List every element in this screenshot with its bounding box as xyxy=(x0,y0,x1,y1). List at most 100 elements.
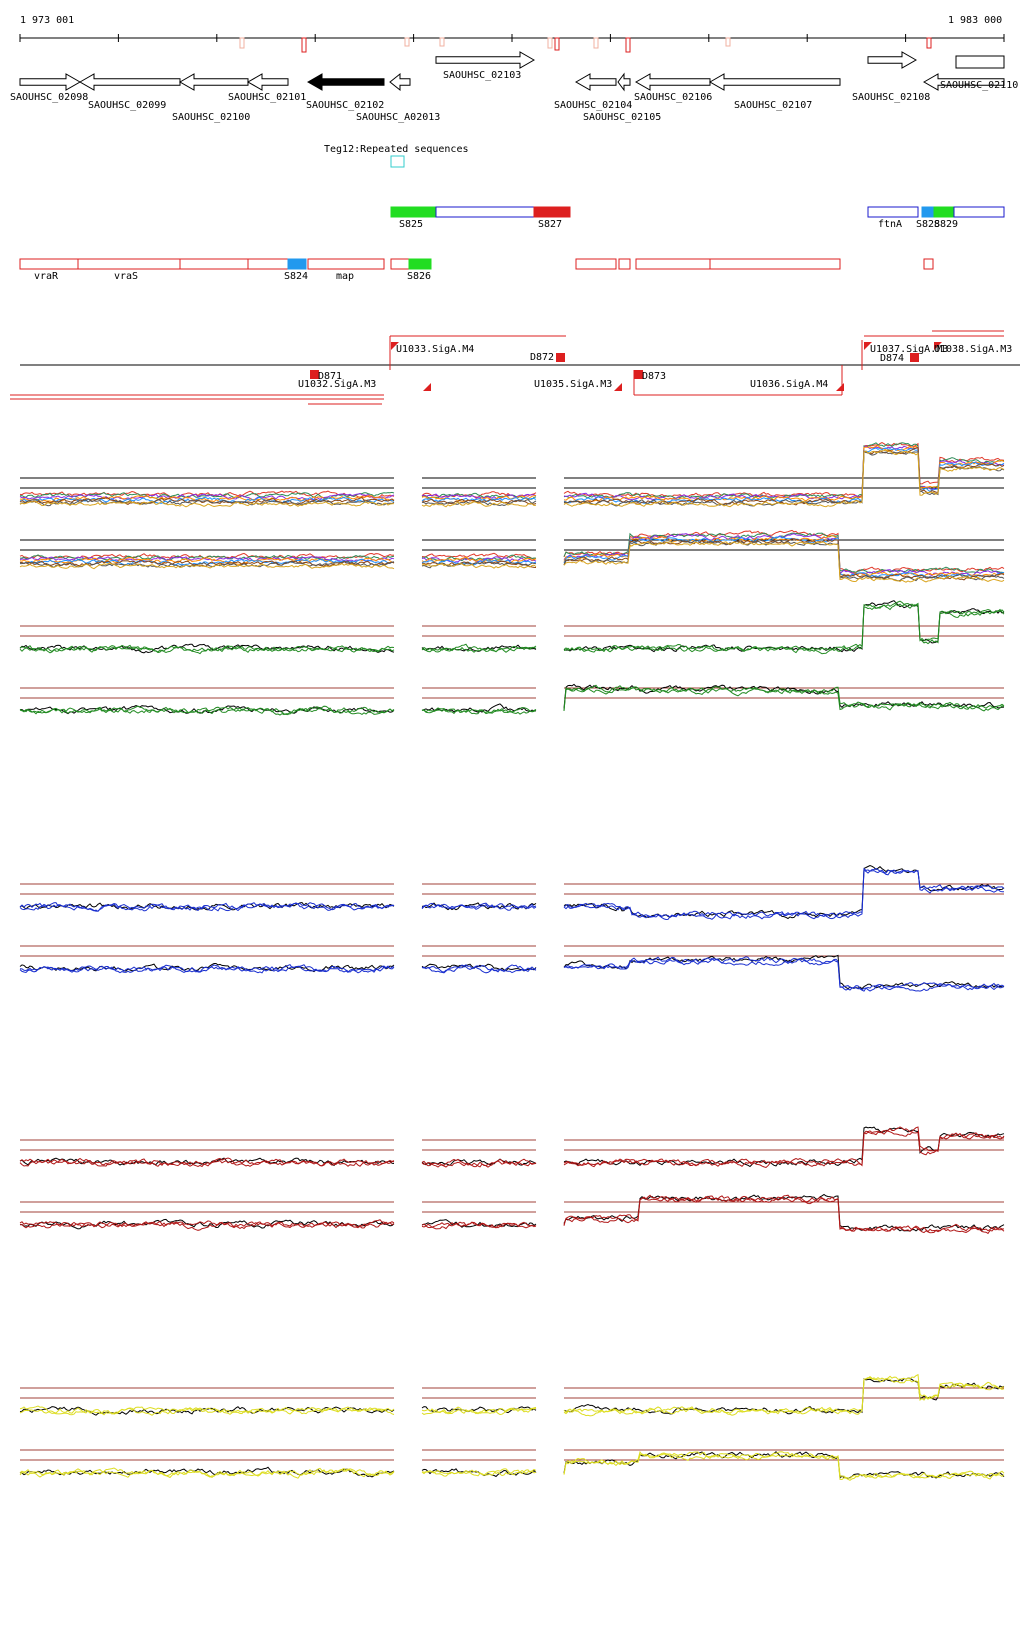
gene-arrow[interactable] xyxy=(178,73,249,91)
promoter-label: U1036.SigA.M4 xyxy=(750,379,828,390)
expression-profile-line xyxy=(421,645,537,653)
gene-arrow[interactable] xyxy=(634,73,711,91)
segment-label: S826 xyxy=(407,271,431,282)
expression-profile-line xyxy=(563,1194,1005,1234)
promoter-box[interactable] xyxy=(310,370,319,379)
expression-profile-line xyxy=(19,559,395,567)
ruler-feature-mark xyxy=(404,37,410,47)
gene-label: SAOUHSC_A02013 xyxy=(356,112,440,123)
expression-profile-line xyxy=(563,529,1005,573)
segment-bar[interactable] xyxy=(953,206,1005,218)
expression-profile-line xyxy=(421,706,537,714)
expression-profile-line xyxy=(19,500,395,508)
gene-arrow[interactable] xyxy=(389,72,411,92)
expression-profile-line xyxy=(421,562,537,569)
segment-bar[interactable] xyxy=(435,206,535,218)
segment-bar[interactable] xyxy=(709,258,841,270)
expression-profile-line xyxy=(421,561,537,569)
ruler-end: 1 983 000 xyxy=(948,15,1002,26)
ruler-feature-mark xyxy=(725,37,731,47)
gene-arrow[interactable] xyxy=(922,73,1005,91)
segment-bar[interactable] xyxy=(390,258,410,270)
expression-profile-line xyxy=(563,602,1005,655)
expression-profile-line xyxy=(563,867,1005,920)
gene-arrow[interactable] xyxy=(617,72,631,92)
gene-label: SAOUHSC_02108 xyxy=(852,92,930,103)
expression-profile-line xyxy=(563,1377,1005,1415)
expression-profile-line xyxy=(563,685,1005,712)
promoter-label: D872 xyxy=(530,352,554,363)
gene-arrow[interactable] xyxy=(708,73,841,91)
segment-s827[interactable] xyxy=(533,206,571,218)
promoter-flag[interactable] xyxy=(614,383,622,391)
expression-profile-line xyxy=(19,901,395,911)
expression-profile-line xyxy=(563,445,1005,501)
expression-profile-line xyxy=(421,1221,537,1230)
expression-profile-line xyxy=(563,684,1005,711)
promoter-label: D871 xyxy=(318,371,342,382)
expression-profile-line xyxy=(563,445,1005,503)
promoter-box[interactable] xyxy=(910,353,919,362)
promoter-flag[interactable] xyxy=(864,342,872,350)
expression-profile-line xyxy=(563,954,1005,990)
expression-profile-line xyxy=(19,1407,395,1416)
expression-profile-line xyxy=(421,644,537,652)
expression-profile-line xyxy=(19,1158,395,1167)
promoter-flag[interactable] xyxy=(836,383,844,391)
expression-profile-line xyxy=(563,1376,1005,1415)
expression-profile-line xyxy=(421,903,537,911)
gene-arrow[interactable] xyxy=(19,73,82,91)
segment-bar[interactable] xyxy=(247,258,289,270)
segment-s826[interactable] xyxy=(408,258,432,270)
promoter-flag[interactable] xyxy=(934,342,942,350)
expression-profile-line xyxy=(421,556,537,564)
ruler-feature-mark xyxy=(547,37,553,49)
segment-bar[interactable] xyxy=(923,258,934,270)
expression-profile-line xyxy=(563,869,1005,921)
promoter-flag[interactable] xyxy=(391,342,399,350)
promoter-box[interactable] xyxy=(556,353,565,362)
promoter-label: U1032.SigA.M3 xyxy=(298,379,376,390)
gene-arrow[interactable] xyxy=(246,73,289,91)
expression-profile-line xyxy=(563,541,1005,583)
promoter-flag[interactable] xyxy=(423,383,431,391)
segment-bar[interactable] xyxy=(179,258,249,270)
gene-box[interactable] xyxy=(955,55,1005,69)
expression-profile-line xyxy=(563,1130,1005,1169)
expression-profile-line xyxy=(563,450,1005,507)
segment-s824[interactable] xyxy=(287,258,307,270)
expression-profile-line xyxy=(19,964,395,974)
expression-profile-line xyxy=(421,966,537,974)
segment-vras[interactable] xyxy=(77,258,181,270)
segment-bar[interactable] xyxy=(618,258,631,270)
gene-arrow[interactable] xyxy=(78,73,181,91)
coordinate-ruler: 1 973 001 1 983 000 xyxy=(19,15,1005,53)
gene-arrow[interactable] xyxy=(574,73,617,91)
gene-label: SAOUHSC_02099 xyxy=(88,100,166,111)
expression-profile-line xyxy=(421,1158,537,1168)
gene-arrow[interactable] xyxy=(435,51,536,69)
segment-bar[interactable] xyxy=(575,258,617,270)
segment-s829[interactable] xyxy=(933,206,955,218)
segment-ftna[interactable] xyxy=(867,206,919,218)
segment-label: S829 xyxy=(934,219,958,230)
segment-s828[interactable] xyxy=(921,206,935,218)
expression-profile-line xyxy=(19,963,395,974)
ruler-feature-mark xyxy=(554,37,560,51)
segment-s825[interactable] xyxy=(390,206,437,218)
segment-map[interactable] xyxy=(307,258,385,270)
segment-bar[interactable] xyxy=(635,258,711,270)
expression-profile-line xyxy=(19,1468,395,1479)
expression-profile-line xyxy=(421,1158,537,1168)
promoter-label: U1035.SigA.M3 xyxy=(534,379,612,390)
gene-arrow[interactable] xyxy=(306,73,385,91)
expression-profile-line xyxy=(19,490,395,499)
segment-vrar[interactable] xyxy=(19,258,79,270)
repeat-box[interactable] xyxy=(390,155,405,168)
expression-profile-line xyxy=(19,499,395,507)
segment-label: S824 xyxy=(284,271,308,282)
gene-arrow[interactable] xyxy=(867,51,918,69)
promoter-box[interactable] xyxy=(634,370,643,379)
